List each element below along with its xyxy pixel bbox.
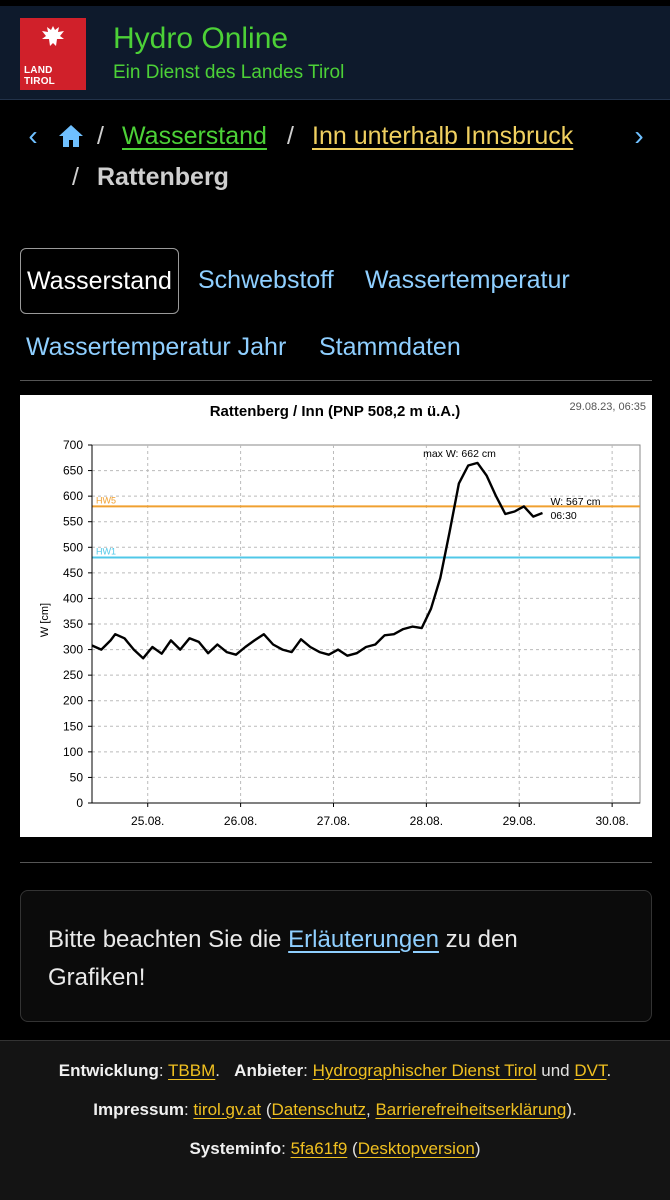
hydro-dienst-link[interactable]: Hydrographischer Dienst Tirol xyxy=(312,1061,537,1080)
x-tick-label: 30.08. xyxy=(595,814,628,828)
footer-line-2: Impressum: tirol.gv.at (Datenschutz, Bar… xyxy=(93,1100,577,1119)
site-header: LAND TIROL Hydro Online Ein Dienst des L… xyxy=(0,6,670,100)
land-tirol-logo[interactable]: LAND TIROL xyxy=(20,18,86,90)
top-strip xyxy=(0,0,670,6)
footer-line-3: Systeminfo: 5fa61f9 (Desktopversion) xyxy=(189,1139,481,1158)
breadcrumb-link-wasserstand[interactable]: Wasserstand xyxy=(122,122,267,150)
eagle-icon xyxy=(42,26,64,46)
chart-annotations: max W: 662 cm W: 567 cm 06:30 xyxy=(423,448,601,522)
current-time-annotation: 06:30 xyxy=(550,510,576,522)
x-tick-label: 25.08. xyxy=(131,814,164,828)
tab-wassertemperatur[interactable]: Wassertemperatur xyxy=(365,266,570,294)
y-tick-label: 150 xyxy=(63,719,83,733)
notice-box: Bitte beachten Sie die Erläuterungen zu … xyxy=(20,890,652,1022)
chart-timestamp: 29.08.23, 06:35 xyxy=(570,401,646,413)
x-tick-label: 26.08. xyxy=(224,814,257,828)
logo-text: LAND TIROL xyxy=(24,65,55,87)
current-value-annotation: W: 567 cm xyxy=(550,496,600,508)
privacy-link[interactable]: Datenschutz xyxy=(271,1100,367,1119)
chart-axes: 0 50 100 150 200 250 300 350 400 450 500 550 600 650 7… xyxy=(63,438,640,828)
tabs-divider xyxy=(20,380,652,381)
max-value-annotation: max W: 662 cm xyxy=(423,448,496,460)
site-title[interactable]: Hydro Online xyxy=(113,22,289,55)
site-subtitle: Ein Dienst des Landes Tirol xyxy=(113,62,345,83)
x-tick-label: 28.08. xyxy=(410,814,443,828)
chart-title: Rattenberg / Inn (PNP 508,2 m ü.A.) xyxy=(210,403,461,420)
sysinfo-link[interactable]: 5fa61f9 xyxy=(290,1139,348,1158)
breadcrumb-separator: / xyxy=(287,122,294,150)
y-tick-label: 700 xyxy=(63,438,83,452)
threshold-label-hw1: HW1 xyxy=(96,547,116,557)
footer-line-1: Entwicklung: TBBM. Anbieter: Hydrographi… xyxy=(58,1061,612,1080)
tbbm-link[interactable]: TBBM xyxy=(168,1061,216,1080)
home-icon[interactable] xyxy=(58,124,84,148)
breadcrumb: ‹ / Wasserstand / Inn unterhalb Innsbruc… xyxy=(0,118,670,198)
accessibility-link[interactable]: Barrierefreiheitserklärung xyxy=(375,1100,567,1119)
notice-text: Bitte beachten Sie die Erläuterungen zu … xyxy=(48,926,518,991)
water-level-chart: Rattenberg / Inn (PNP 508,2 m ü.A.) 29.0… xyxy=(20,395,652,837)
dvt-link[interactable]: DVT xyxy=(574,1061,607,1080)
imprint-link[interactable]: tirol.gv.at xyxy=(193,1100,262,1119)
breadcrumb-separator: / xyxy=(72,163,79,191)
chart-series xyxy=(91,461,543,660)
content-divider xyxy=(20,862,652,863)
tab-stammdaten[interactable]: Stammdaten xyxy=(319,333,461,361)
threshold-lines: HW5 HW1 xyxy=(92,495,640,559)
y-tick-label: 600 xyxy=(63,489,83,503)
y-tick-label: 100 xyxy=(63,745,83,759)
y-tick-label: 350 xyxy=(63,617,83,631)
x-tick-label: 29.08. xyxy=(503,814,536,828)
y-tick-label: 300 xyxy=(63,643,83,657)
breadcrumb-separator: / xyxy=(97,122,104,150)
y-tick-label: 550 xyxy=(63,515,83,529)
water-level-line xyxy=(91,461,543,660)
y-tick-label: 500 xyxy=(63,540,83,554)
explanations-link[interactable]: Erläuterungen xyxy=(288,926,439,953)
next-arrow-icon[interactable]: › xyxy=(634,120,644,151)
y-tick-label: 450 xyxy=(63,566,83,580)
desktop-version-link[interactable]: Desktopversion xyxy=(357,1139,475,1158)
y-tick-label: 400 xyxy=(63,591,83,605)
y-tick-label: 0 xyxy=(76,796,83,810)
breadcrumb-current: Rattenberg xyxy=(97,163,229,191)
y-axis-label: W [cm] xyxy=(39,603,51,637)
x-tick-label: 27.08. xyxy=(317,814,350,828)
y-tick-label: 200 xyxy=(63,694,83,708)
breadcrumb-link-inn[interactable]: Inn unterhalb Innsbruck xyxy=(312,122,574,150)
threshold-label-hw5: HW5 xyxy=(96,495,116,505)
site-footer: Entwicklung: TBBM. Anbieter: Hydrographi… xyxy=(0,1040,670,1200)
y-tick-label: 250 xyxy=(63,668,83,682)
prev-arrow-icon[interactable]: ‹ xyxy=(28,120,38,151)
tab-schwebstoff[interactable]: Schwebstoff xyxy=(198,266,334,294)
tab-wasserstand[interactable]: Wasserstand xyxy=(20,248,179,314)
chart-grid xyxy=(91,444,641,804)
tab-wassertemperatur-jahr[interactable]: Wassertemperatur Jahr xyxy=(26,333,287,361)
y-tick-label: 650 xyxy=(63,464,83,478)
y-tick-label: 50 xyxy=(70,770,84,784)
